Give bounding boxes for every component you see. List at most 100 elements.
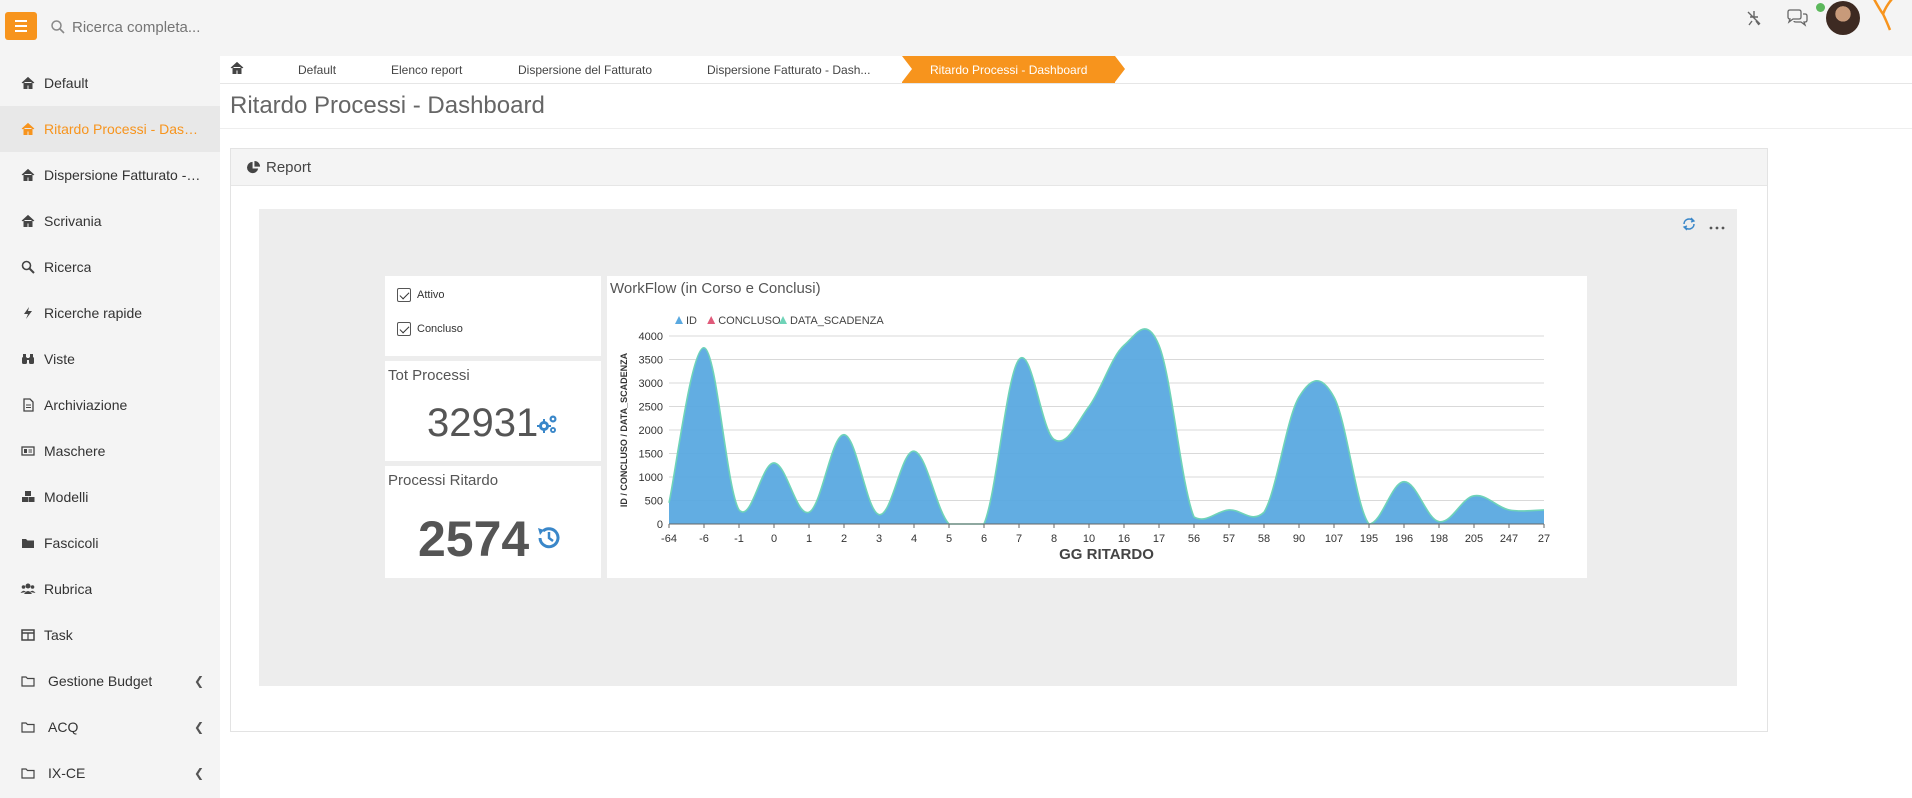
sidebar-item-label: Archiviazione	[44, 397, 128, 413]
sidebar-item-label: Fascicoli	[44, 535, 99, 551]
y-tick-label: 0	[657, 519, 663, 531]
sidebar-item-label: IX-CE	[48, 765, 86, 781]
sidebar-item-scrivania[interactable]: Scrivania	[0, 198, 220, 244]
sidebar-item-ritardo-processi[interactable]: Ritardo Processi - Dashboard	[0, 106, 220, 152]
search-bar	[50, 14, 350, 40]
sidebar-item-ricerca[interactable]: Ricerca	[0, 244, 220, 290]
sidebar-item-maschere[interactable]: Maschere	[0, 428, 220, 474]
sidebar-item-default[interactable]: Default	[0, 60, 220, 106]
history-icon	[538, 527, 560, 549]
sidebar: Default Ritardo Processi - Dashboard Dis…	[0, 56, 220, 798]
x-tick-label: 2	[841, 533, 847, 545]
x-tick-label: 57	[1223, 533, 1235, 545]
online-status-dot	[1816, 3, 1825, 12]
filter-concluso[interactable]: Concluso	[397, 322, 463, 336]
folder-icon	[20, 535, 36, 551]
x-tick-label: -64	[661, 533, 677, 545]
home-icon	[20, 121, 36, 137]
y-tick-label: 3000	[639, 378, 663, 390]
x-tick-label: 107	[1325, 533, 1343, 545]
report-toolbar	[1681, 217, 1725, 236]
report-panel: Report Attivo Concluso Tot Processi	[230, 148, 1768, 732]
x-tick-label: 198	[1430, 533, 1448, 545]
legend-swatch	[707, 316, 716, 324]
sidebar-item-ix-ce[interactable]: IX-CE ❮	[0, 750, 220, 796]
x-tick-label: 4	[911, 533, 917, 545]
filter-attivo[interactable]: Attivo	[397, 288, 445, 302]
user-avatar[interactable]	[1826, 1, 1860, 35]
sidebar-item-label: Gestione Budget	[48, 673, 153, 689]
breadcrumb-item[interactable]: Default	[298, 62, 337, 77]
file-icon	[20, 397, 36, 413]
checkbox-attivo[interactable]	[397, 288, 411, 302]
search-input[interactable]	[72, 18, 332, 36]
sidebar-item-gestione-budget[interactable]: Gestione Budget ❮	[0, 658, 220, 704]
x-tick-label: 58	[1258, 533, 1270, 545]
hamburger-icon	[15, 20, 27, 22]
menu-toggle-button[interactable]	[5, 12, 37, 40]
top-bar	[0, 0, 1912, 56]
brand-logo-icon[interactable]	[1868, 0, 1898, 31]
x-tick-label: 56	[1188, 533, 1200, 545]
sidebar-item-label: Ritardo Processi - Dashboard	[44, 121, 204, 137]
sidebar-item-label: Ricerche rapide	[44, 305, 143, 321]
x-tick-label: 17	[1153, 533, 1165, 545]
chevron-left-icon: ❮	[193, 674, 204, 688]
users-icon	[20, 581, 36, 597]
sidebar-item-ricerche-rapide[interactable]: Ricerche rapide	[0, 290, 220, 336]
y-tick-label: 2500	[639, 402, 663, 414]
sidebar-item-label: Viste	[44, 351, 75, 367]
bolt-icon	[20, 305, 36, 321]
cogs-icon	[537, 415, 557, 433]
chevron-left-icon: ❮	[193, 766, 204, 780]
sidebar-item-viste[interactable]: Viste	[0, 336, 220, 382]
chat-icon[interactable]	[1784, 4, 1810, 32]
sidebar-item-label: Modelli	[44, 489, 89, 505]
sidebar-item-fascicoli[interactable]: Fascicoli	[0, 520, 220, 566]
kpi-card-tot-processi: Tot Processi 32931	[385, 361, 601, 461]
y-axis-title: ID / CONCLUSO / DATA_SCADENZA	[619, 352, 629, 507]
kpi-value: 2574	[418, 511, 530, 567]
sidebar-item-label: Default	[44, 75, 89, 91]
x-tick-label: 196	[1395, 533, 1413, 545]
breadcrumb-item[interactable]: Dispersione del Fatturato	[518, 62, 653, 77]
home-icon	[20, 167, 36, 183]
breadcrumb-home[interactable]	[230, 56, 244, 83]
sidebar-item-modelli[interactable]: Modelli	[0, 474, 220, 520]
sidebar-item-acq[interactable]: ACQ ❮	[0, 704, 220, 750]
sidebar-item-label: Scrivania	[44, 213, 102, 229]
breadcrumb-item[interactable]: Elenco report	[391, 62, 463, 77]
page-title: Ritardo Processi - Dashboard	[230, 92, 545, 119]
x-tick-label: 1	[806, 533, 812, 545]
breadcrumb-item-active[interactable]: Ritardo Processi - Dashboard	[902, 56, 1126, 83]
sidebar-item-dispersione-fatturato[interactable]: Dispersione Fatturato - Dashboard	[0, 152, 220, 198]
folder-open-icon	[20, 765, 36, 781]
plugin-icon[interactable]	[1742, 4, 1766, 32]
sidebar-item-rubrica[interactable]: Rubrica	[0, 566, 220, 612]
sidebar-item-label: Rubrica	[44, 581, 93, 597]
filters-card: Attivo Concluso	[385, 276, 601, 356]
checkbox-concluso[interactable]	[397, 322, 411, 336]
more-options-icon[interactable]	[1709, 218, 1725, 236]
legend-swatch	[779, 316, 787, 324]
legend-label: DATA_SCADENZA	[790, 315, 884, 327]
sidebar-item-archiviazione[interactable]: Archiviazione	[0, 382, 220, 428]
divider	[220, 128, 1912, 129]
folder-open-icon	[20, 719, 36, 735]
table-icon	[20, 627, 36, 643]
home-icon	[20, 213, 36, 229]
sidebar-item-task[interactable]: Task	[0, 612, 220, 658]
sidebar-item-label: Task	[44, 627, 73, 643]
x-tick-label: 27	[1538, 533, 1550, 545]
breadcrumb-item[interactable]: Dispersione Fatturato - Dash...	[707, 62, 871, 77]
chart-title: WorkFlow (in Corso e Conclusi)	[610, 280, 821, 297]
series-line-id	[668, 328, 1545, 525]
kpi-card-processi-ritardo: Processi Ritardo 2574	[385, 466, 601, 578]
refresh-icon[interactable]	[1681, 217, 1697, 236]
sidebar-item-label: Dispersione Fatturato - Dashboard	[44, 167, 204, 183]
x-tick-label: 7	[1016, 533, 1022, 545]
y-tick-label: 4000	[639, 331, 663, 343]
home-icon	[20, 75, 36, 91]
legend-swatch	[675, 316, 683, 324]
legend-label: ID	[686, 315, 697, 327]
